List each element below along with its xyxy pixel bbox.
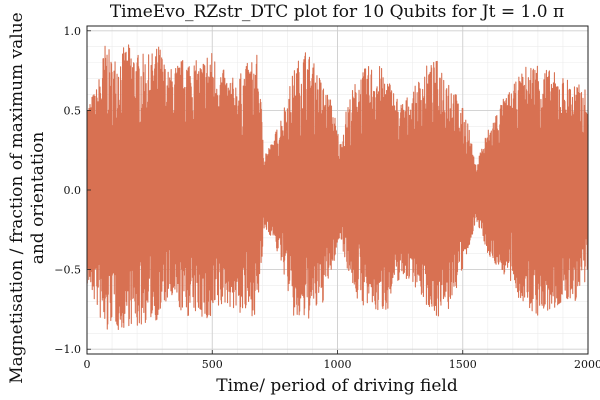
- x-tick-label: 1500: [449, 358, 477, 371]
- x-tick-label: 1000: [324, 358, 352, 371]
- y-tick-label: 1.0: [64, 25, 82, 38]
- y-tick-label: −1.0: [54, 343, 81, 356]
- x-tick-label: 500: [202, 358, 223, 371]
- y-tick-label: −0.5: [54, 264, 81, 277]
- ticks: 0 500 1000 1500 2000 −1.0 −0.5 0.0 0.5 1.0: [54, 25, 600, 371]
- x-axis-label: Time/ period of driving field: [216, 376, 458, 396]
- y-tick-label: 0.0: [64, 184, 82, 197]
- y-axis-label-line-1: Magnetisation / fraction of maximum valu…: [7, 12, 27, 383]
- y-tick-label: 0.5: [64, 104, 82, 117]
- series-line: [86, 44, 589, 331]
- x-tick-label: 0: [84, 358, 91, 371]
- magnetisation-series: [86, 44, 589, 331]
- x-tick-label: 2000: [574, 358, 600, 371]
- y-axis-label-line-2: and orientation: [28, 132, 48, 265]
- chart-title: TimeEvo_RZstr_DTC plot for 10 Qubits for…: [110, 2, 564, 22]
